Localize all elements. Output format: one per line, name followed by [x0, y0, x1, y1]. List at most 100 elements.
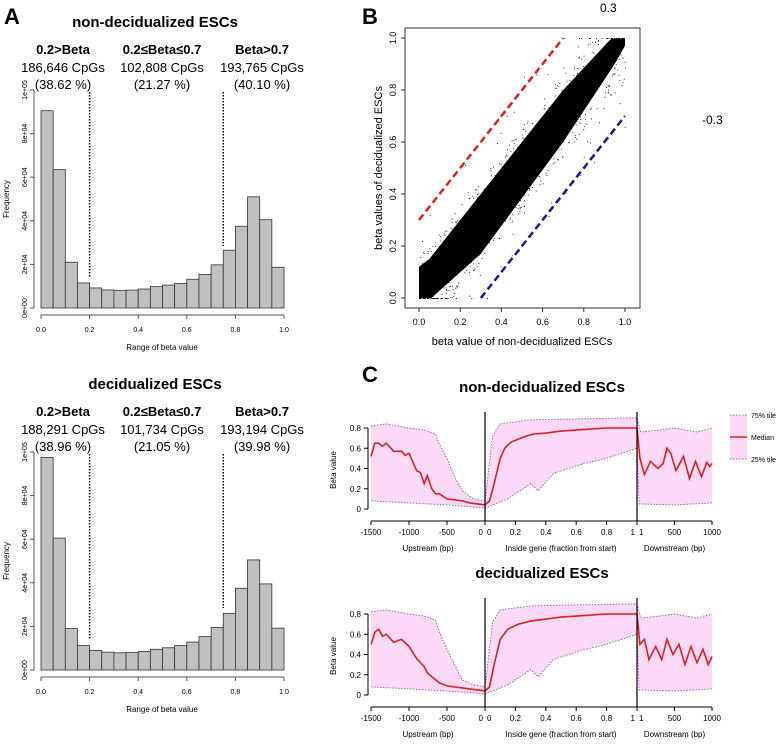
scatter-point — [543, 108, 545, 110]
scatter-point — [472, 196, 474, 198]
scatter-point — [468, 217, 470, 218]
scatter-point — [580, 106, 582, 108]
scatter-point — [621, 85, 623, 86]
scatter-point — [520, 192, 522, 194]
scatter-point — [479, 235, 481, 237]
scatter-point — [423, 253, 425, 254]
scatter-point — [445, 298, 447, 299]
scatter-point — [490, 168, 492, 170]
scatter-point — [542, 143, 544, 145]
x-tick-label: 0 — [487, 528, 492, 537]
scatter-point — [441, 298, 443, 299]
scatter-point — [443, 282, 445, 284]
scatter-point — [548, 156, 550, 158]
scatter-point — [578, 121, 580, 123]
scatter-point — [469, 198, 471, 199]
scatter-point — [527, 120, 529, 122]
scatter-point — [443, 287, 445, 289]
scatter-point — [555, 101, 557, 103]
histogram-bar — [40, 457, 54, 671]
scatter-point — [476, 238, 478, 240]
y-tick-label: 8e+04 — [22, 124, 29, 144]
scatter-point — [618, 38, 620, 39]
scatter-point — [502, 166, 504, 168]
scatter-point — [611, 38, 613, 39]
scatter-point — [457, 286, 459, 288]
scatter-point — [589, 73, 591, 75]
scatter-point — [506, 149, 508, 151]
scatter-point — [496, 199, 497, 201]
scatter-point — [571, 84, 573, 86]
scatter-point — [447, 254, 449, 256]
scatter-point — [583, 156, 585, 158]
scatter-point — [489, 189, 491, 191]
scatter-point — [493, 239, 494, 241]
y-tick-label: 0.2 — [388, 240, 398, 253]
scatter-point — [556, 159, 558, 161]
y-axis-label: Beta value — [329, 451, 338, 489]
scatter-point — [446, 288, 447, 290]
scatter-point — [598, 40, 599, 41]
scatter-point — [509, 218, 511, 220]
y-tick-label: 0e+00 — [22, 660, 29, 680]
scatter-point — [429, 248, 431, 250]
scatter-point — [592, 41, 594, 43]
percentile-band — [371, 603, 712, 694]
scatter-point — [554, 126, 556, 128]
scatter-point — [513, 139, 515, 141]
scatter-point — [587, 93, 589, 95]
scatter-point — [490, 170, 492, 172]
scatter-point — [428, 298, 430, 299]
y-tick-label: 0.2 — [350, 485, 362, 494]
scatter-point — [607, 91, 609, 93]
scatter-point — [438, 234, 440, 236]
scatter-point — [477, 203, 479, 205]
scatter-point — [526, 147, 528, 149]
scatter-point — [579, 175, 581, 176]
scatter-point — [517, 148, 519, 150]
histogram-title: non-decidualized ESCs — [72, 14, 238, 31]
scatter-point — [531, 156, 532, 158]
x-tick-label: 0.4 — [540, 714, 552, 723]
scatter-point — [506, 155, 508, 157]
scatter-point — [577, 81, 579, 83]
scatter-point — [613, 60, 615, 62]
scatter-point — [450, 240, 452, 242]
scatter-point — [540, 180, 542, 182]
scatter-point — [477, 196, 479, 198]
scatter-point — [455, 221, 457, 223]
scatter-point — [497, 173, 499, 175]
scatter-point — [562, 93, 564, 95]
histogram-bar — [174, 282, 188, 309]
scatter-point — [453, 293, 455, 295]
scatter-point — [517, 150, 519, 151]
scatter-point — [601, 79, 603, 81]
scatter-point — [457, 219, 459, 221]
scatter-point — [616, 45, 618, 47]
scatter-point — [574, 114, 576, 116]
scatter-point — [443, 260, 445, 262]
scatter-point — [583, 129, 585, 131]
x-axis-label: beta value of non-decidualized ESCs — [432, 336, 613, 348]
scatter-point — [571, 108, 573, 110]
scatter-point — [558, 86, 560, 88]
scatter-point — [451, 296, 453, 298]
group-percent: (40.10 %) — [234, 77, 290, 92]
scatter-point — [479, 274, 481, 276]
scatter-point — [555, 125, 557, 127]
scatter-point — [535, 177, 537, 178]
scatter-point — [596, 108, 598, 109]
scatter-point — [524, 212, 526, 214]
scatter-point — [474, 247, 476, 249]
scatter-point — [581, 72, 583, 73]
scatter-point — [572, 89, 574, 90]
scatter-point — [419, 257, 421, 259]
y-axis-label: beta values of decidualized ESCs — [373, 86, 385, 250]
y-tick-label: 0.4 — [388, 188, 398, 201]
scatter-point — [598, 40, 600, 42]
scatter-point — [526, 122, 528, 124]
y-tick-label: 2e+04 — [22, 254, 29, 274]
scatter-point — [517, 208, 519, 210]
scatter-point — [516, 172, 518, 174]
scatter-point — [539, 176, 541, 178]
